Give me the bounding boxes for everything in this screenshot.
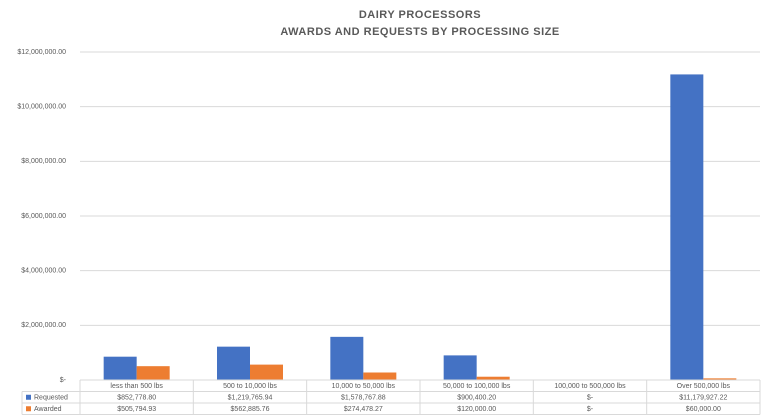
x-tick-label: 100,000 to 500,000 lbs xyxy=(554,383,626,390)
table-value: $562,885.76 xyxy=(231,406,270,413)
table-value: $900,400.20 xyxy=(457,395,496,402)
table-value: $1,219,765.94 xyxy=(228,395,273,402)
y-tick-label: $2,000,000.00 xyxy=(21,322,66,329)
bar xyxy=(670,74,704,381)
y-tick-label: $8,000,000.00 xyxy=(21,158,66,165)
x-tick-label: 10,000 to 50,000 lbs xyxy=(332,383,396,390)
bar xyxy=(330,336,364,380)
table-value: $1,578,767.88 xyxy=(341,395,386,402)
table-value: $- xyxy=(587,395,594,402)
table-value: $11,179,927.22 xyxy=(679,395,727,402)
y-tick-label: $6,000,000.00 xyxy=(21,213,66,220)
bar xyxy=(476,376,510,380)
table-value: $120,000.00 xyxy=(457,406,496,413)
legend-swatch xyxy=(26,394,31,400)
chart-title: DAIRY PROCESSORS xyxy=(359,9,481,21)
table-value: $274,478.27 xyxy=(344,406,383,413)
table-value: $- xyxy=(587,406,594,413)
bar xyxy=(250,364,283,380)
legend-swatch xyxy=(26,406,31,412)
chart-subtitle: AWARDS AND REQUESTS BY PROCESSING SIZE xyxy=(280,26,559,38)
legend-label: Awarded xyxy=(34,406,62,413)
bar xyxy=(363,372,397,380)
x-tick-label: Over 500,000 lbs xyxy=(677,383,731,390)
bar xyxy=(103,356,137,380)
y-tick-label: $- xyxy=(60,377,67,384)
legend-label: Requested xyxy=(34,395,68,402)
y-tick-label: $4,000,000.00 xyxy=(21,268,66,275)
x-tick-label: less than 500 lbs xyxy=(110,383,163,390)
table-value: $60,000.00 xyxy=(686,406,721,413)
bar xyxy=(217,346,250,380)
x-tick-label: 500 to 10,000 lbs xyxy=(223,383,277,390)
y-tick-label: $10,000,000.00 xyxy=(17,104,66,111)
bar xyxy=(443,355,477,380)
table-value: $505,794.93 xyxy=(117,406,156,413)
y-tick-label: $12,000,000.00 xyxy=(17,49,66,56)
x-tick-label: 50,000 to 100,000 lbs xyxy=(443,383,511,390)
bar xyxy=(703,378,737,380)
table-value: $852,778.80 xyxy=(117,395,156,402)
bar xyxy=(136,366,170,380)
